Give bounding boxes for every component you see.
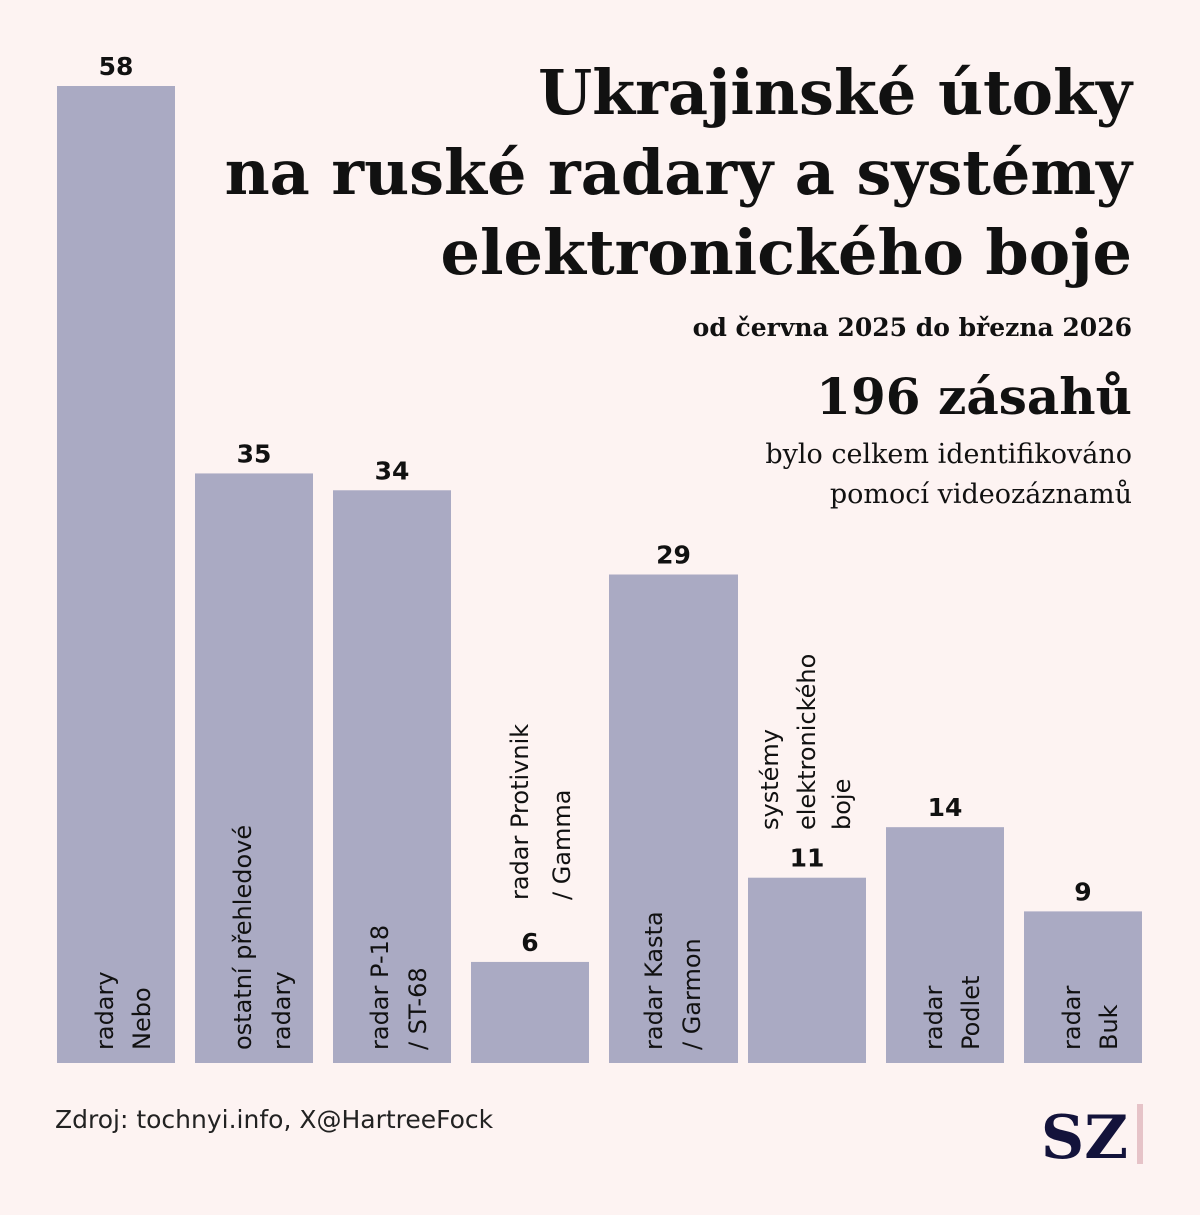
value-label-6: 11 (790, 844, 825, 873)
bar-8 (1024, 911, 1142, 1063)
category-label-6-line-1: systémy (756, 729, 784, 830)
bar-5 (609, 574, 738, 1063)
category-label-8-line-2: Buk (1095, 1004, 1123, 1050)
category-label-1-line-1: radary (91, 971, 119, 1050)
value-label-3: 34 (375, 456, 410, 485)
total-note-line-1: bylo celkem identifikováno (765, 439, 1132, 470)
category-label-3-line-2: / ST-68 (404, 967, 432, 1050)
value-label-7: 14 (928, 793, 963, 822)
category-label-2-line-1: ostatní přehledové (229, 825, 257, 1050)
category-label-4-line-1: radar Protivnik (506, 724, 534, 900)
category-label-7-line-1: radar (920, 985, 948, 1050)
bar-7 (886, 827, 1004, 1063)
category-label-1-line-2: Nebo (128, 987, 156, 1050)
category-label-3-line-1: radar P-18 (366, 925, 394, 1050)
bar-4 (471, 961, 589, 1063)
category-label-8-line-1: radar (1058, 985, 1086, 1050)
total-note-line-2: pomocí videozáznamů (830, 478, 1132, 510)
subtitle: od června 2025 do března 2026 (693, 313, 1132, 342)
total-label: 196 zásahů (816, 367, 1132, 426)
bar-1 (57, 86, 175, 1063)
category-label-6-line-2: elektronického (793, 654, 821, 830)
category-label-7-line-2: Podlet (957, 976, 985, 1050)
value-label-1: 58 (99, 52, 134, 81)
category-label-4-line-2: / Gamma (548, 790, 576, 900)
source: Zdroj: tochnyi.info, X@HartreeFock (55, 1105, 494, 1134)
value-label-8: 9 (1074, 877, 1091, 906)
category-label-5-line-1: radar Kasta (640, 911, 668, 1050)
title-line-2: na ruské radary a systémy (225, 136, 1134, 209)
value-label-2: 35 (237, 439, 272, 468)
bars: 58 radary Nebo 35 ostatní přehledové radary 34… (57, 52, 1142, 1063)
title-line-1: Ukrajinské útoky (538, 56, 1134, 129)
category-label-2-line-2: radary (268, 971, 296, 1050)
bar-3 (333, 490, 451, 1063)
bar-2 (195, 473, 313, 1063)
value-label-4: 6 (521, 928, 538, 957)
logo: SZ (1041, 1103, 1128, 1173)
category-label-6-line-3: boje (828, 779, 856, 830)
title-line-3: elektronického boje (441, 216, 1132, 289)
category-label-5-line-2: / Garmon (678, 938, 706, 1050)
logo-divider (1137, 1104, 1143, 1164)
value-label-5: 29 (656, 541, 691, 570)
bar-6 (748, 877, 866, 1063)
